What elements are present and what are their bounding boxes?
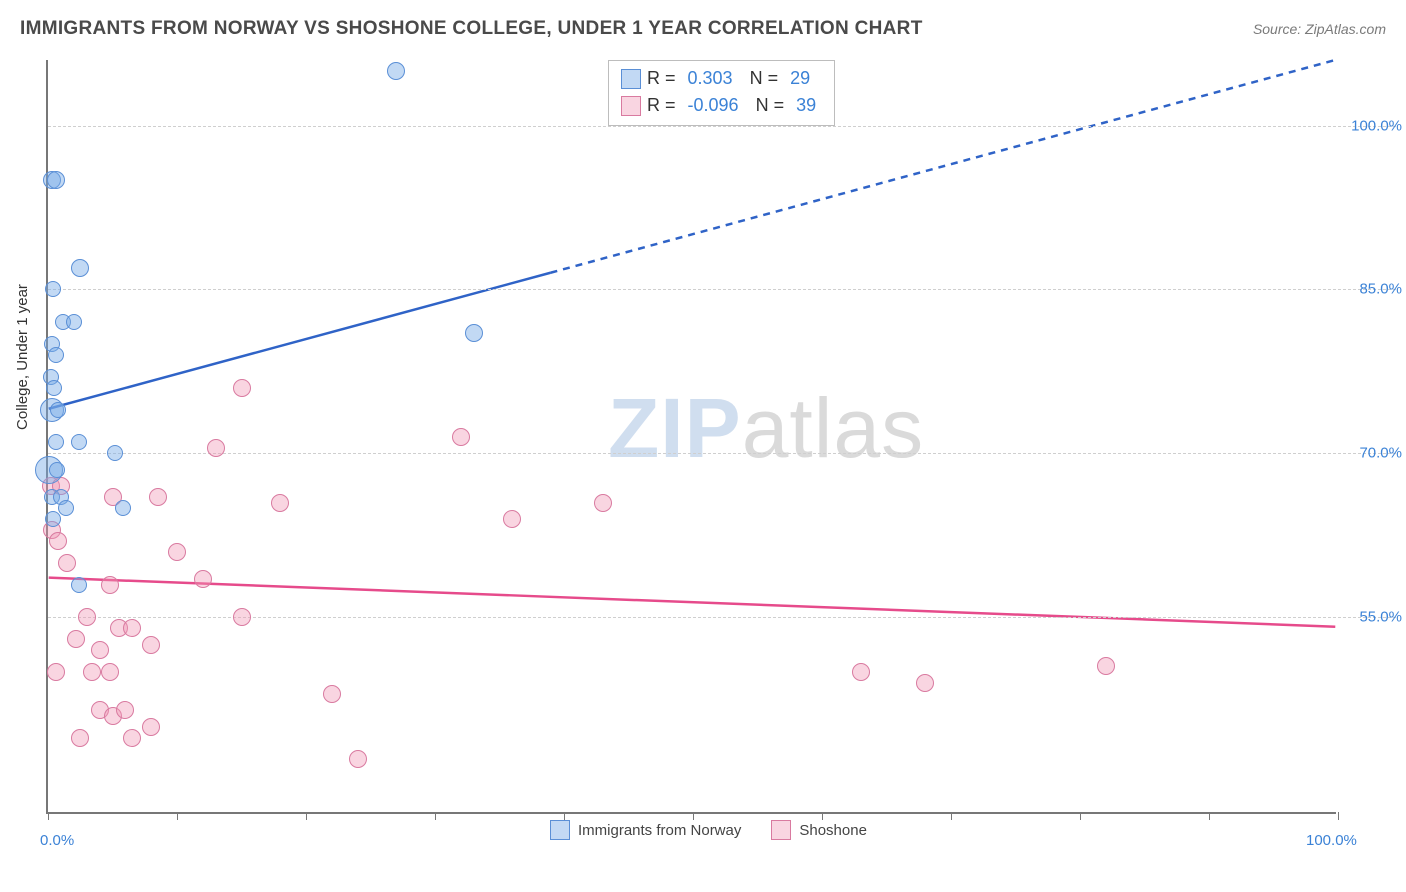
data-point-norway xyxy=(465,324,483,342)
stats-row-shoshone: R = -0.096 N = 39 xyxy=(621,92,822,119)
x-tick xyxy=(48,812,49,820)
data-point-norway xyxy=(47,171,65,189)
data-point-shoshone xyxy=(852,663,870,681)
watermark-zip: ZIP xyxy=(608,381,742,475)
swatch-norway xyxy=(621,69,641,89)
stats-r-shoshone: -0.096 xyxy=(682,92,745,119)
x-tick xyxy=(1080,812,1081,820)
x-tick xyxy=(822,812,823,820)
data-point-norway xyxy=(46,380,62,396)
y-tick-label: 70.0% xyxy=(1359,445,1402,462)
scatter-plot-area: ZIPatlas R = 0.303 N = 29 R = -0.096 N =… xyxy=(46,60,1336,814)
data-point-shoshone xyxy=(58,554,76,572)
source-label: Source: ZipAtlas.com xyxy=(1253,21,1386,37)
data-point-shoshone xyxy=(207,439,225,457)
data-point-norway xyxy=(58,500,74,516)
swatch-shoshone xyxy=(771,820,791,840)
data-point-norway xyxy=(387,62,405,80)
x-tick xyxy=(435,812,436,820)
data-point-shoshone xyxy=(67,630,85,648)
data-point-norway xyxy=(71,577,87,593)
legend-bottom: Immigrants from Norway Shoshone xyxy=(550,820,867,840)
x-tick xyxy=(564,812,565,820)
gridline-horizontal xyxy=(48,453,1396,454)
gridline-horizontal xyxy=(48,289,1396,290)
data-point-shoshone xyxy=(323,685,341,703)
data-point-norway xyxy=(48,434,64,450)
data-point-shoshone xyxy=(142,718,160,736)
data-point-norway xyxy=(107,445,123,461)
data-point-shoshone xyxy=(149,488,167,506)
data-point-norway xyxy=(50,402,66,418)
legend-label-shoshone: Shoshone xyxy=(799,822,867,839)
stats-n-norway: 29 xyxy=(784,65,816,92)
legend-item-shoshone: Shoshone xyxy=(771,820,867,840)
chart-title: IMMIGRANTS FROM NORWAY VS SHOSHONE COLLE… xyxy=(20,18,923,40)
x-tick xyxy=(1338,812,1339,820)
data-point-shoshone xyxy=(47,663,65,681)
data-point-shoshone xyxy=(503,510,521,528)
legend-item-norway: Immigrants from Norway xyxy=(550,820,741,840)
y-axis-title: College, Under 1 year xyxy=(14,284,31,430)
stats-row-norway: R = 0.303 N = 29 xyxy=(621,65,822,92)
title-bar: IMMIGRANTS FROM NORWAY VS SHOSHONE COLLE… xyxy=(20,18,1386,40)
data-point-shoshone xyxy=(101,576,119,594)
y-tick-label: 55.0% xyxy=(1359,609,1402,626)
data-point-shoshone xyxy=(123,729,141,747)
data-point-shoshone xyxy=(91,641,109,659)
data-point-shoshone xyxy=(116,701,134,719)
data-point-shoshone xyxy=(123,619,141,637)
data-point-shoshone xyxy=(1097,657,1115,675)
data-point-norway xyxy=(115,500,131,516)
data-point-norway xyxy=(48,347,64,363)
data-point-shoshone xyxy=(271,494,289,512)
data-point-norway xyxy=(66,314,82,330)
data-point-norway xyxy=(45,511,61,527)
stats-n-label: N = xyxy=(745,65,779,92)
trend-lines xyxy=(48,60,1336,812)
stats-r-label: R = xyxy=(647,92,676,119)
y-tick-label: 100.0% xyxy=(1351,117,1402,134)
gridline-horizontal xyxy=(48,126,1396,127)
data-point-shoshone xyxy=(233,379,251,397)
x-tick xyxy=(306,812,307,820)
data-point-norway xyxy=(45,281,61,297)
y-tick-label: 85.0% xyxy=(1359,281,1402,298)
x-tick xyxy=(951,812,952,820)
stats-box: R = 0.303 N = 29 R = -0.096 N = 39 xyxy=(608,60,835,126)
watermark-rest: atlas xyxy=(742,381,924,475)
watermark: ZIPatlas xyxy=(608,380,924,477)
data-point-shoshone xyxy=(101,663,119,681)
swatch-shoshone xyxy=(621,96,641,116)
swatch-norway xyxy=(550,820,570,840)
data-point-shoshone xyxy=(233,608,251,626)
x-axis-max-label: 100.0% xyxy=(1306,832,1357,849)
stats-n-label: N = xyxy=(751,92,785,119)
data-point-shoshone xyxy=(78,608,96,626)
stats-r-label: R = xyxy=(647,65,676,92)
legend-label-norway: Immigrants from Norway xyxy=(578,822,741,839)
x-tick xyxy=(177,812,178,820)
x-tick xyxy=(693,812,694,820)
data-point-shoshone xyxy=(71,729,89,747)
data-point-norway xyxy=(49,462,65,478)
data-point-shoshone xyxy=(452,428,470,446)
data-point-shoshone xyxy=(194,570,212,588)
data-point-shoshone xyxy=(49,532,67,550)
x-axis-min-label: 0.0% xyxy=(40,832,74,849)
data-point-shoshone xyxy=(349,750,367,768)
data-point-norway xyxy=(71,434,87,450)
data-point-shoshone xyxy=(142,636,160,654)
stats-n-shoshone: 39 xyxy=(790,92,822,119)
data-point-shoshone xyxy=(916,674,934,692)
stats-r-norway: 0.303 xyxy=(682,65,739,92)
data-point-shoshone xyxy=(594,494,612,512)
data-point-norway xyxy=(71,259,89,277)
data-point-shoshone xyxy=(168,543,186,561)
x-tick xyxy=(1209,812,1210,820)
data-point-shoshone xyxy=(83,663,101,681)
